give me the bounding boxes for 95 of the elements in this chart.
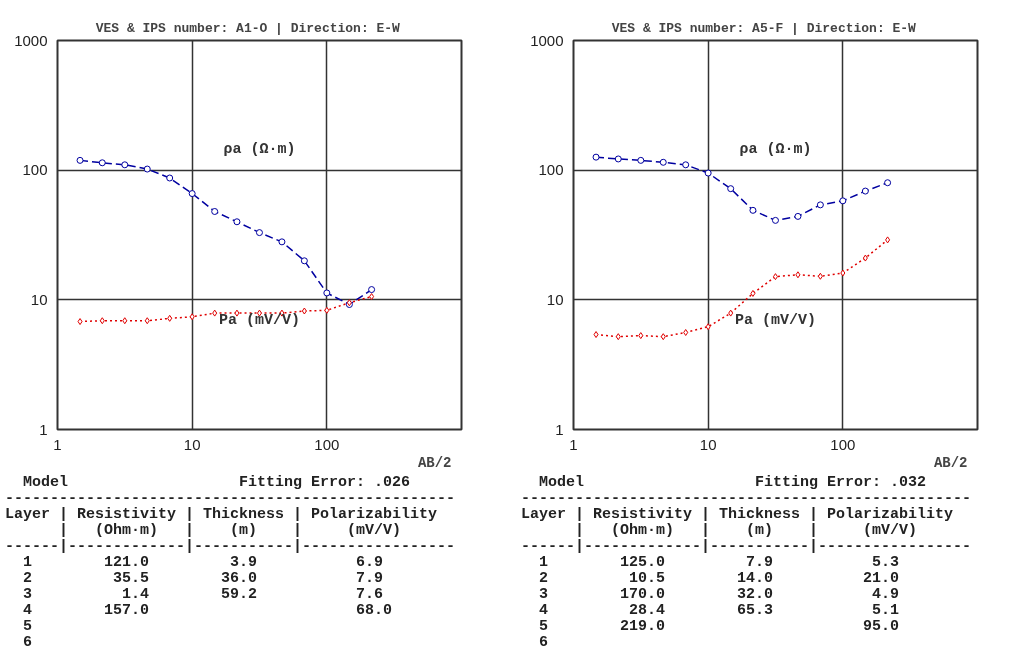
text: 6 [539, 634, 549, 651]
point [255, 229, 263, 237]
point [614, 155, 622, 163]
x-tick-label: 1 [53, 435, 62, 453]
text: 3 170.0 32.0 4.9 [539, 586, 900, 603]
point [166, 174, 174, 182]
text: 4 157.0 68.0 [23, 602, 393, 619]
point [637, 156, 645, 164]
point [189, 313, 195, 321]
chart-title: VES & IPS number: A1-O | Direction: E-W [95, 20, 401, 36]
point [638, 332, 644, 340]
text: 3 1.4 59.2 7.6 [23, 586, 384, 603]
point [683, 328, 689, 336]
point [368, 286, 376, 294]
y-tick-label: 100 [538, 161, 564, 179]
point [862, 254, 868, 262]
series-label: Pa (mV/V) [734, 312, 817, 330]
point [143, 165, 151, 173]
point [278, 238, 286, 246]
point [660, 333, 666, 341]
point [750, 289, 756, 297]
point [369, 293, 375, 301]
text: 5 219.0 95.0 [539, 618, 900, 635]
x-axis-title: AB/2 [933, 454, 968, 471]
point [840, 269, 846, 277]
point [682, 161, 690, 169]
point [76, 156, 84, 164]
text: Model Fitting Error: .032 [539, 474, 927, 491]
point [122, 317, 128, 325]
point [817, 272, 823, 280]
chart-title: VES & IPS number: A5-F | Direction: E-W [611, 20, 917, 36]
text: | (Ohm·m) | (m) | (mV/V) [59, 522, 402, 539]
y-tick-label: 10 [546, 290, 564, 308]
y-tick-label: 1 [555, 420, 564, 438]
text: | (Ohm·m) | (m) | (mV/V) [575, 522, 918, 539]
point [323, 289, 331, 297]
point [211, 208, 219, 215]
point [593, 331, 599, 339]
point [728, 309, 734, 317]
point [772, 273, 778, 281]
x-tick-label: 100 [830, 435, 856, 453]
text: 5 [23, 618, 33, 635]
point [592, 153, 600, 161]
text: -------------------------------------------------- [521, 490, 972, 507]
y-tick-label: 1000 [530, 31, 564, 49]
point [861, 187, 869, 195]
point [233, 218, 241, 226]
point [659, 158, 667, 166]
text: 2 35.5 36.0 7.9 [23, 570, 384, 587]
point [144, 317, 150, 325]
x-tick-label: 10 [183, 435, 201, 453]
text: 1 125.0 7.9 5.3 [539, 554, 900, 571]
point [324, 306, 330, 314]
text: Model Fitting Error: .026 [23, 474, 411, 491]
point [727, 185, 735, 193]
point [615, 333, 621, 341]
y-tick-label: 100 [22, 161, 48, 179]
text: 4 28.4 65.3 5.1 [539, 602, 900, 619]
point [705, 323, 711, 331]
text: 1 121.0 3.9 6.9 [23, 554, 384, 571]
point [794, 212, 802, 220]
point [885, 236, 891, 244]
x-axis-title: AB/2 [417, 454, 452, 471]
x-tick-label: 1 [569, 435, 578, 453]
text: ------|-------------|-----------|----------------- [5, 538, 456, 555]
point [771, 216, 779, 224]
text: ------|-------------|-----------|----------------- [521, 538, 972, 555]
point [77, 318, 83, 326]
text: 2 10.5 14.0 21.0 [539, 570, 900, 587]
text: Layer | Resistivity | Thickness | Polarizability [5, 506, 438, 523]
text: 6 [23, 634, 33, 651]
y-tick-label: 1 [39, 420, 48, 438]
point [167, 314, 173, 322]
point [884, 179, 892, 187]
point [795, 271, 801, 279]
point [99, 317, 105, 325]
text: -------------------------------------------------- [5, 490, 456, 507]
point [188, 190, 196, 198]
point [839, 197, 847, 205]
point [121, 161, 129, 169]
point [749, 206, 757, 214]
point [98, 159, 106, 167]
point [816, 201, 824, 209]
series-label: Pa (mV/V) [218, 312, 301, 330]
y-tick-label: 1000 [14, 31, 48, 49]
point [704, 169, 712, 177]
x-tick-label: 10 [699, 435, 717, 453]
x-tick-label: 100 [314, 435, 340, 453]
series-label: ρa (Ω·m) [739, 140, 812, 158]
text: Layer | Resistivity | Thickness | Polarizability [521, 506, 954, 523]
point [212, 309, 218, 317]
text: ρa (Ω·m) [223, 140, 296, 158]
point [300, 257, 308, 265]
point [301, 307, 307, 315]
y-tick-label: 10 [30, 290, 48, 308]
